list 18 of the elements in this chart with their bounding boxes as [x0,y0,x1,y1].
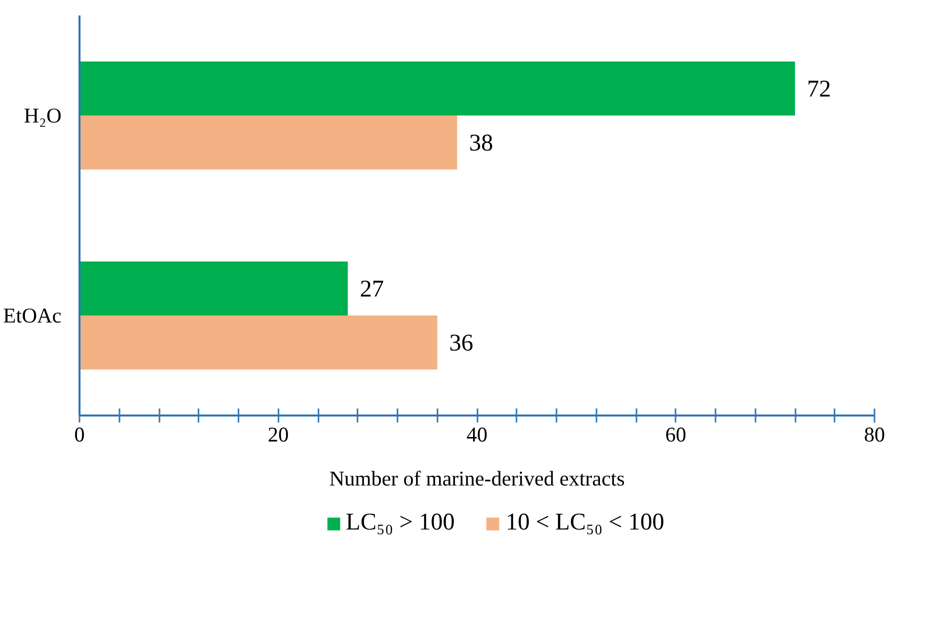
bar [80,116,458,170]
y-tick-label: H₂O [24,104,62,128]
bar [80,316,438,370]
x-tick-label: 40 [466,422,488,446]
y-tick-label: EtOAc [3,304,62,328]
data-label: 38 [469,130,494,156]
legend-label: 10 < LC₅₀ < 100 [506,510,664,536]
x-tick-label: 60 [665,422,686,446]
x-tick-label: 80 [864,422,885,446]
data-label: 72 [807,76,831,102]
x-axis-title: Number of marine-derived extracts [329,466,625,490]
legend-label: LC₅₀ > 100 [346,510,455,536]
x-tick-label: 20 [268,422,289,446]
data-label: 27 [360,276,384,302]
data-label: 36 [449,330,474,356]
bar [80,62,795,116]
bar [80,262,348,316]
x-tick-label: 0 [74,422,85,446]
